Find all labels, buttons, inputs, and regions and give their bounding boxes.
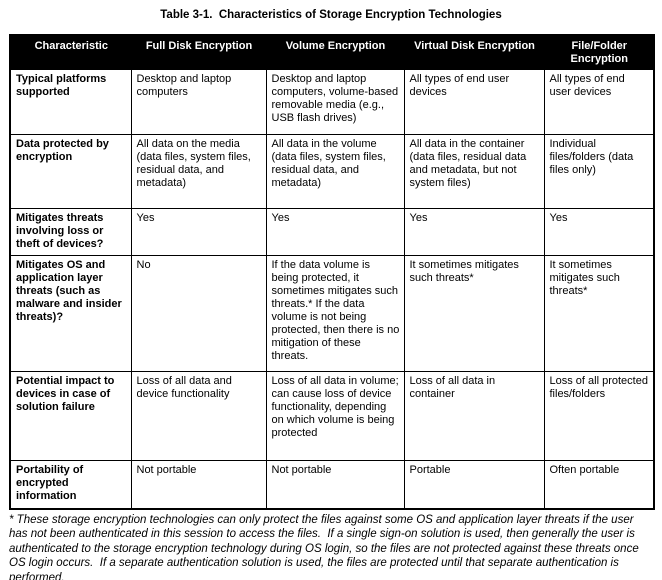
column-header-file-folder-encryption: File/Folder Encryption: [543, 34, 655, 70]
table-cell: Yes: [130, 208, 267, 256]
table-cell: Loss of all data in container: [403, 371, 545, 461]
table-footnote: * These storage encryption technologies …: [9, 513, 642, 580]
table-cell: All types of end user devices: [543, 69, 655, 135]
table-row-mitigates-loss-theft: Mitigates threats involving loss or thef…: [9, 208, 655, 256]
table-cell: All data in the container (data files, r…: [403, 134, 545, 209]
table-cell: Loss of all protected files/folders: [543, 371, 655, 461]
table-cell: No: [130, 255, 267, 372]
table-cell: Desktop and laptop computers, volume-bas…: [265, 69, 405, 135]
table-row-typical-platforms: Typical platforms supported Desktop and …: [9, 69, 655, 135]
row-header: Mitigates OS and application layer threa…: [9, 255, 132, 372]
table-cell: It sometimes mitigates such threats*: [403, 255, 545, 372]
table-row-data-protected: Data protected by encryption All data on…: [9, 134, 655, 209]
table-cell: All types of end user devices: [403, 69, 545, 135]
column-header-virtual-disk-encryption: Virtual Disk Encryption: [403, 34, 545, 70]
table-cell: Yes: [543, 208, 655, 256]
row-header: Typical platforms supported: [9, 69, 132, 135]
row-header: Data protected by encryption: [9, 134, 132, 209]
table-row-potential-impact: Potential impact to devices in case of s…: [9, 371, 655, 461]
table-cell: All data on the media (data files, syste…: [130, 134, 267, 209]
table-cell: All data in the volume (data files, syst…: [265, 134, 405, 209]
table-cell: Yes: [403, 208, 545, 256]
table-cell: Not portable: [265, 460, 405, 509]
column-header-characteristic: Characteristic: [9, 34, 132, 70]
table-row-portability: Portability of encrypted information Not…: [9, 460, 655, 509]
row-header: Portability of encrypted information: [9, 460, 132, 509]
table-cell: If the data volume is being protected, i…: [265, 255, 405, 372]
table-cell: Individual files/folders (data files onl…: [543, 134, 655, 209]
row-header: Mitigates threats involving loss or thef…: [9, 208, 132, 256]
table-cell: Loss of all data and device functionalit…: [130, 371, 267, 461]
column-header-volume-encryption: Volume Encryption: [265, 34, 405, 70]
table-cell: Loss of all data in volume; can cause lo…: [265, 371, 405, 461]
column-header-full-disk-encryption: Full Disk Encryption: [130, 34, 267, 70]
table-cell: Often portable: [543, 460, 655, 509]
row-header: Potential impact to devices in case of s…: [9, 371, 132, 461]
table-caption: Table 3-1. Characteristics of Storage En…: [160, 9, 502, 21]
table-header-row: Characteristic Full Disk Encryption Volu…: [9, 34, 655, 70]
table-cell: Not portable: [130, 460, 267, 509]
storage-encryption-table: Characteristic Full Disk Encryption Volu…: [9, 34, 655, 510]
table-cell: Yes: [265, 208, 405, 256]
table-row-mitigates-os-threats: Mitigates OS and application layer threa…: [9, 255, 655, 372]
table-cell: It sometimes mitigates such threats*: [543, 255, 655, 372]
table-cell: Desktop and laptop computers: [130, 69, 267, 135]
table-cell: Portable: [403, 460, 545, 509]
